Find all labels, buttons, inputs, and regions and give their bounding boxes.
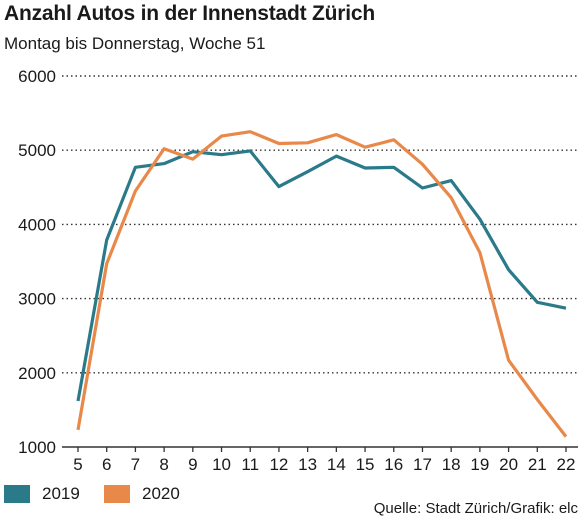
series-line-2019 [76,149,567,402]
x-tick-label-10: 10 [212,455,231,474]
legend-item-2019: 2019 [4,484,80,504]
x-tick-label-13: 13 [298,455,317,474]
x-tick-label-15: 15 [356,455,375,474]
chart-subtitle: Montag bis Donnerstag, Woche 51 [4,34,266,53]
chart-title: Anzahl Autos in der Innenstadt Zürich [4,2,375,25]
y-axis-ticks: 1000 2000 3000 4000 5000 6000 [18,67,56,457]
y-tick-label-6000: 6000 [18,67,56,86]
x-tick-label-5: 5 [73,455,82,474]
y-tick-label-2000: 2000 [18,364,56,383]
grid-lines [62,75,578,374]
x-tick-label-21: 21 [528,455,547,474]
source-note: Quelle: Stadt Zürich/Grafik: elc [373,500,578,517]
legend: 2019 2020 [0,484,582,508]
x-tick-label-20: 20 [499,455,518,474]
x-tick-label-16: 16 [384,455,403,474]
x-tick-label-19: 19 [470,455,489,474]
legend-swatch-2020 [104,485,130,503]
x-tick-label-11: 11 [241,455,259,474]
x-tick-label-18: 18 [442,455,461,474]
x-tick-label-14: 14 [327,455,346,474]
legend-item-2020: 2020 [104,484,180,504]
x-tick-label-22: 22 [557,455,576,474]
x-tick-label-6: 6 [102,455,111,474]
x-tick-label-12: 12 [269,455,288,474]
x-axis-tick-marks [77,447,567,452]
x-tick-label-9: 9 [188,455,197,474]
series-lines [76,130,568,438]
y-tick-label-5000: 5000 [18,141,56,160]
y-tick-label-4000: 4000 [18,215,56,234]
x-tick-label-7: 7 [131,455,140,474]
legend-swatch-2019 [4,485,30,503]
y-tick-label-1000: 1000 [18,438,56,457]
x-tick-label-8: 8 [159,455,168,474]
x-axis-ticks: 5 6 7 8 9 10 11 12 13 14 15 16 17 18 19 20 21 22 [73,455,575,474]
legend-label-2020: 2020 [142,484,180,503]
x-tick-label-17: 17 [413,455,432,474]
y-tick-label-3000: 3000 [18,290,56,309]
legend-label-2019: 2019 [42,484,80,503]
series-line-2020 [76,130,568,438]
